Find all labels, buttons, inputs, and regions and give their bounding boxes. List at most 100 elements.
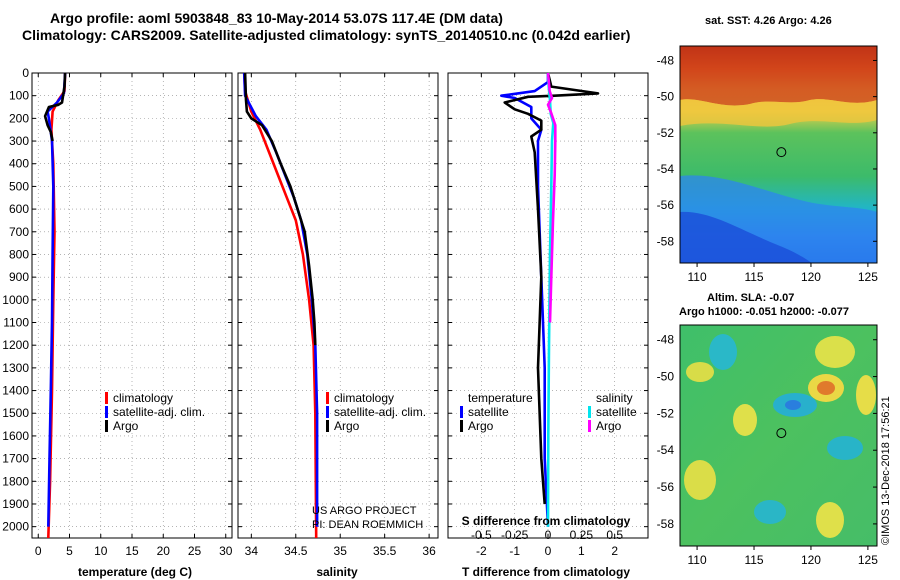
sst-map-frame [679,45,878,264]
s-difference-axis-label: S difference from climatology [462,514,631,528]
sla-anomaly [754,500,786,524]
y-tick-label: 0 [22,66,29,80]
sla-anomaly [816,502,844,538]
sla-anomaly [684,460,716,500]
y-tick-label: 900 [9,270,29,284]
map-y-tick-label: -48 [657,333,675,347]
salinity-axis-label: salinity [316,565,358,579]
credit-line1: US ARGO PROJECT [312,505,417,517]
legend-swatch-t-satellite [460,406,463,418]
sla-anomaly [686,362,714,382]
y-tick-label: 100 [9,89,29,103]
map-y-tick-label: -58 [657,517,675,531]
x-tick-label: -2 [476,544,487,558]
y-tick-label: 2000 [2,520,29,534]
legend-swatch-argo [105,420,108,432]
x-tick-label: 36 [422,544,436,558]
sla-anomaly [856,375,876,415]
y-tick-label: 600 [9,202,29,216]
plot-frame [31,72,233,539]
map-x-tick-label: 125 [858,553,878,567]
sst-map-title: sat. SST: 4.26 Argo: 4.26 [705,15,832,27]
x-tick-label: 0 [545,544,552,558]
legend-heading-salinity: salinity [596,391,633,405]
y-tick-label: 800 [9,247,29,261]
x-tick-label: 25 [188,544,202,558]
sla-anomaly [827,436,863,460]
map-x-tick-label: 115 [744,270,763,284]
legend-swatch-climatology [105,392,108,404]
legend-swatch-argo [326,420,329,432]
legend-swatch-climatology [326,392,329,404]
series-line-temperature-satellite [499,73,550,527]
y-tick-label: 700 [9,225,29,239]
x-tick-label: 34 [245,544,259,558]
series-line-argo [243,72,317,346]
legend-label-s-satellite: satellite [596,405,637,419]
salinity-panel: 34 34.5 35 35.5 36 [237,72,439,558]
legend-label-climatology: climatology [334,391,394,405]
map-y-tick-label: -48 [657,53,675,67]
y-tick-label: 1900 [2,497,29,511]
x-tick-label: 5 [66,544,73,558]
x-tick-label: 35 [334,544,348,558]
x-tick-label: 20 [157,544,171,558]
sla-map-title-line1: Altim. SLA: -0.07 [707,292,795,304]
legend-swatch-s-satellite [588,406,591,418]
y-tick-label: 1400 [2,384,29,398]
legend-swatch-s-argo [588,420,591,432]
map-y-tick-label: -58 [657,234,675,248]
map-y-tick-label: -54 [657,443,675,457]
s-tick-label: 0.5 [606,528,623,542]
x-tick-label: 0 [35,544,42,558]
s-tick-label: -0.5 [471,528,492,542]
map-x-tick-label: 110 [688,270,707,284]
y-tick-label: 1500 [2,406,29,420]
legend-label-satellite: satellite-adj. clim. [113,405,205,419]
map-y-tick-label: -52 [657,406,675,420]
s-tick-label: -0.25 [501,528,529,542]
y-tick-label: 1700 [2,452,29,466]
legend-label-argo: Argo [113,419,139,433]
y-tick-label: 1600 [2,429,29,443]
sla-anomaly [733,404,757,436]
y-tick-label: 400 [9,157,29,171]
y-tick-label: 1200 [2,338,29,352]
series-line-temperature-argo [503,72,600,505]
sst-blue-core [680,211,812,263]
map-x-tick-label: 125 [858,270,878,284]
temperature-legend: climatology satellite-adj. clim. Argo [105,391,205,433]
y-tick-label: 1300 [2,361,29,375]
map-x-tick-label: 120 [801,270,821,284]
sla-anomaly [815,336,855,368]
map-x-tick-label: 120 [801,553,821,567]
series-line-climatology [242,72,318,539]
t-difference-axis-label: T difference from climatology [462,565,630,579]
sla-anomaly [709,334,737,370]
x-tick-label: 15 [125,544,139,558]
sla-anomaly [817,381,835,395]
figure-title-line1: Argo profile: aoml 5903848_83 10-May-201… [50,10,503,26]
legend-label-satellite: satellite-adj. clim. [334,405,426,419]
y-tick-label: 1000 [2,293,29,307]
legend-label-climatology: climatology [113,391,173,405]
legend-label-argo: Argo [334,419,360,433]
legend-label-s-argo: Argo [596,419,622,433]
y-tick-label: 1800 [2,474,29,488]
series-line-satellite-adj-clim- [46,72,67,527]
sla-map-axes: 110 115 120 125 -48 -50 -52 -54 -56 -58 [657,333,879,567]
series-line-salinity-satellite [546,72,555,527]
map-y-tick-label: -54 [657,162,675,176]
difference-panel: -2 -1 0 1 2 -0.5 -0.25 0 0.25 0.5 [447,72,649,558]
sla-map-frame [679,324,878,547]
map-y-tick-label: -52 [657,126,675,140]
legend-label-t-satellite: satellite [468,405,509,419]
x-tick-label: 35.5 [373,544,397,558]
difference-legend: temperature satellite Argo salinity sate… [460,391,637,433]
map-x-tick-label: 110 [688,553,707,567]
sst-map: 110 115 120 125 -48 -50 -52 -54 -56 -58 [657,45,878,284]
imos-timestamp: ©IMOS 13-Dec-2018 17:56:21 [880,396,892,545]
legend-swatch-satellite [326,406,329,418]
legend-swatch-satellite [105,406,108,418]
temperature-axis-label: temperature (deg C) [78,565,192,579]
